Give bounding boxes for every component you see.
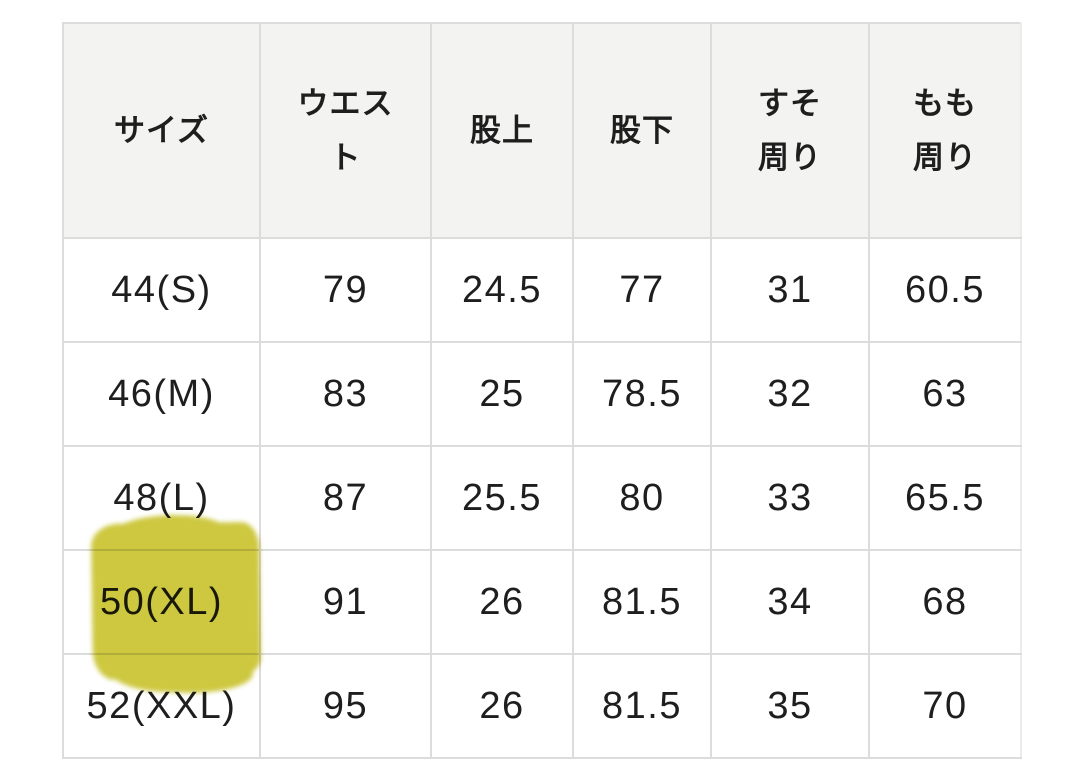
value-cell: 35 — [710, 653, 870, 759]
value-cell: 60.5 — [868, 237, 1022, 343]
column-header-thigh: もも 周り — [868, 22, 1022, 239]
table-row: 46(M) 83 25 78.5 32 63 — [62, 341, 1022, 447]
value-cell: 31 — [710, 237, 870, 343]
column-header-inseam: 股下 — [572, 22, 712, 239]
value-cell: 91 — [259, 549, 432, 655]
value-cell: 81.5 — [572, 549, 712, 655]
size-cell: 44(S) — [62, 237, 261, 343]
value-cell: 25 — [430, 341, 574, 447]
table-row-highlighted: 50(XL) 91 26 81.5 34 68 — [62, 549, 1022, 655]
value-cell: 25.5 — [430, 445, 574, 551]
value-cell: 81.5 — [572, 653, 712, 759]
value-cell: 63 — [868, 341, 1022, 447]
column-header-waist: ウエス ト — [259, 22, 432, 239]
table-row: 44(S) 79 24.5 77 31 60.5 — [62, 237, 1022, 343]
value-cell: 33 — [710, 445, 870, 551]
size-cell: 48(L) — [62, 445, 261, 551]
table-row: 48(L) 87 25.5 80 33 65.5 — [62, 445, 1022, 551]
column-header-size: サイズ — [62, 22, 261, 239]
column-header-hem: すそ 周り — [710, 22, 870, 239]
table-row: 52(XXL) 95 26 81.5 35 70 — [62, 653, 1022, 759]
value-cell: 34 — [710, 549, 870, 655]
value-cell: 26 — [430, 549, 574, 655]
value-cell: 24.5 — [430, 237, 574, 343]
value-cell: 78.5 — [572, 341, 712, 447]
value-cell: 87 — [259, 445, 432, 551]
size-cell: 52(XXL) — [62, 653, 261, 759]
value-cell: 65.5 — [868, 445, 1022, 551]
value-cell: 80 — [572, 445, 712, 551]
column-header-rise: 股上 — [430, 22, 574, 239]
table-header-row: サイズ ウエス ト 股上 股下 すそ 周り もも 周り — [62, 22, 1022, 239]
value-cell: 68 — [868, 549, 1022, 655]
value-cell: 83 — [259, 341, 432, 447]
value-cell: 79 — [259, 237, 432, 343]
size-cell: 46(M) — [62, 341, 261, 447]
value-cell: 95 — [259, 653, 432, 759]
value-cell: 32 — [710, 341, 870, 447]
value-cell: 70 — [868, 653, 1022, 759]
value-cell: 77 — [572, 237, 712, 343]
value-cell: 26 — [430, 653, 574, 759]
size-cell-highlighted: 50(XL) — [62, 549, 261, 655]
size-chart-table: サイズ ウエス ト 股上 股下 すそ 周り もも 周り 44(S) 79 24.… — [62, 22, 1022, 759]
